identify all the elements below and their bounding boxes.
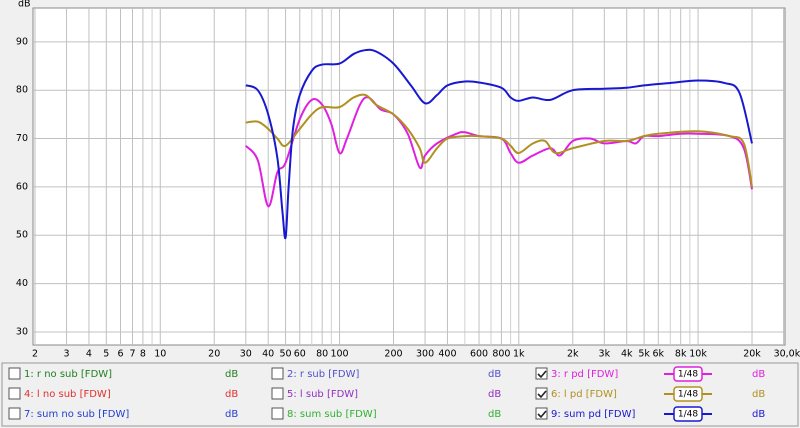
smoothing-box bbox=[673, 386, 703, 402]
check-mark bbox=[537, 370, 547, 379]
legend-unit: dB bbox=[752, 409, 765, 420]
smoothing-label: 1/48 bbox=[678, 410, 698, 420]
legend-unit: dB bbox=[225, 369, 238, 380]
x-tick-label: 4 bbox=[86, 349, 92, 360]
x-tick-label: 5k bbox=[638, 349, 650, 360]
check-mark bbox=[537, 410, 547, 419]
x-tick-label: 2k bbox=[567, 349, 579, 360]
legend-label: 1: r no sub [FDW] bbox=[24, 369, 112, 380]
x-tick-label: 30 bbox=[240, 349, 252, 360]
checkbox[interactable] bbox=[8, 367, 21, 380]
x-tick-label: 30,0k Hz bbox=[774, 349, 800, 360]
x-tick-label: 100 bbox=[330, 349, 348, 360]
x-tick-label: 8 bbox=[140, 349, 146, 360]
y-tick-label: 70 bbox=[16, 133, 28, 144]
series-line bbox=[245, 48, 753, 240]
x-tick-label: 300 bbox=[416, 349, 434, 360]
x-tick-label: 40 bbox=[262, 349, 274, 360]
smoothing-label: 1/48 bbox=[678, 390, 698, 400]
y-tick-label: 80 bbox=[16, 85, 28, 96]
checkbox[interactable] bbox=[535, 387, 548, 400]
check-mark bbox=[537, 390, 547, 399]
x-tick-label: 600 bbox=[470, 349, 488, 360]
y-tick-label: 50 bbox=[16, 230, 28, 241]
x-tick-label: 800 bbox=[492, 349, 510, 360]
legend: 1: r no sub [FDW] dB 2: r sub [FDW] dB 3: r … bbox=[8, 366, 765, 422]
legend-label: 5: l sub [FDW] bbox=[287, 389, 358, 400]
checkbox[interactable] bbox=[8, 407, 21, 420]
legend-label: 4: l no sub [FDW] bbox=[24, 389, 111, 400]
smoothing-label: 1/48 bbox=[678, 370, 698, 380]
checkbox[interactable] bbox=[535, 367, 548, 380]
series-line bbox=[245, 96, 753, 208]
legend-unit: dB bbox=[488, 369, 501, 380]
y-tick-label: 30 bbox=[16, 326, 28, 337]
x-tick-label: 5 bbox=[103, 349, 109, 360]
legend-label: 8: sum sub [FDW] bbox=[287, 409, 377, 420]
x-tick-label: 20 bbox=[208, 349, 220, 360]
legend-label: 9: sum pd [FDW] bbox=[551, 409, 635, 420]
x-tick-label: 6k bbox=[653, 349, 665, 360]
x-tick-label: 400 bbox=[438, 349, 456, 360]
legend-label: 3: r pd [FDW] bbox=[551, 369, 618, 380]
legend-unit: dB bbox=[752, 389, 765, 400]
x-tick-label: 80 bbox=[316, 349, 328, 360]
y-tick-label: 40 bbox=[16, 278, 28, 289]
x-tick-label: 8k bbox=[675, 349, 687, 360]
x-tick-label: 4k bbox=[621, 349, 633, 360]
smoothing-box bbox=[673, 406, 703, 422]
x-tick-label: 50 bbox=[280, 349, 292, 360]
x-tick-label: 3 bbox=[64, 349, 70, 360]
plot: 2 3 4 5 6 7 8 10 20 30 40 50 60 80 100 200 300 400 600 800 1… bbox=[16, 8, 800, 360]
legend-label: 6: l pd [FDW] bbox=[551, 389, 617, 400]
x-tick-label: 10k bbox=[689, 349, 707, 360]
checkbox[interactable] bbox=[535, 407, 548, 420]
legend-unit: dB bbox=[225, 409, 238, 420]
x-tick-label: 10 bbox=[154, 349, 166, 360]
x-tick-label: 200 bbox=[384, 349, 402, 360]
x-tick-label: 20k bbox=[743, 349, 761, 360]
legend-label: 7: sum no sub [FDW] bbox=[24, 409, 129, 420]
smoothing-box bbox=[673, 366, 703, 382]
legend-label: 2: r sub [FDW] bbox=[287, 369, 360, 380]
series-line bbox=[245, 93, 754, 188]
checkbox[interactable] bbox=[271, 367, 284, 380]
x-tick-label: 2 bbox=[32, 349, 38, 360]
plot-area bbox=[32, 7, 786, 346]
x-tick-label: 60 bbox=[294, 349, 306, 360]
y-tick-label: 60 bbox=[16, 181, 28, 192]
legend-unit: dB bbox=[225, 389, 238, 400]
legend-unit: dB bbox=[488, 389, 501, 400]
legend-unit: dB bbox=[488, 409, 501, 420]
x-tick-label: 7 bbox=[129, 349, 135, 360]
checkbox[interactable] bbox=[8, 387, 21, 400]
checkbox[interactable] bbox=[271, 387, 284, 400]
x-tick-label: 6 bbox=[117, 349, 123, 360]
x-tick-label: 3k bbox=[599, 349, 611, 360]
checkbox[interactable] bbox=[271, 407, 284, 420]
legend-unit: dB bbox=[752, 369, 765, 380]
x-tick-label: 1k bbox=[513, 349, 525, 360]
y-axis-label: dB bbox=[18, 0, 31, 10]
y-tick-label: 90 bbox=[16, 36, 28, 47]
